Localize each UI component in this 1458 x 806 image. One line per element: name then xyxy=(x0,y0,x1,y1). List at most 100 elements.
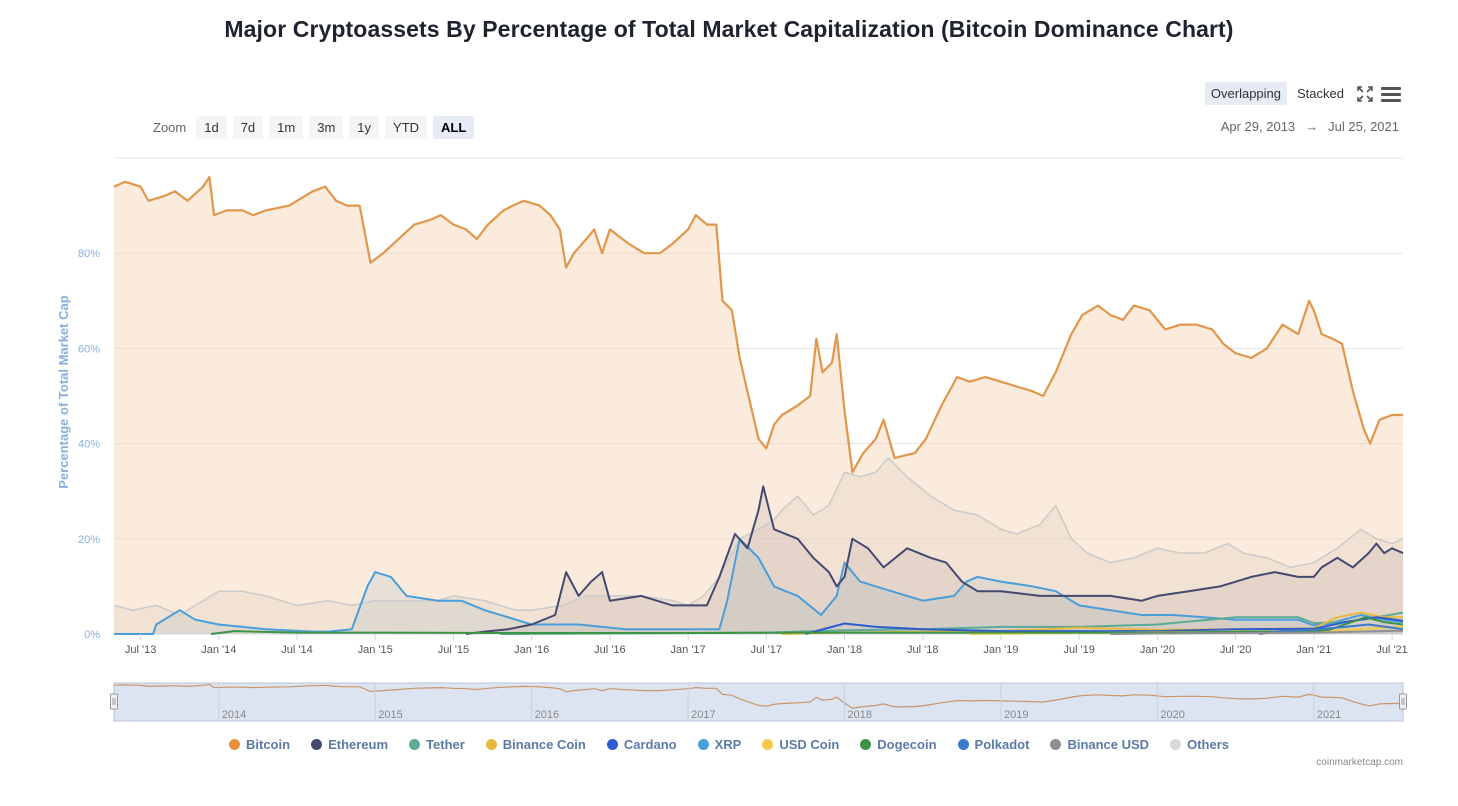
legend-binance-usd[interactable]: Binance USD xyxy=(1050,737,1149,752)
zoom-1m-button[interactable]: 1m xyxy=(269,116,304,139)
legend-dot xyxy=(957,739,969,750)
overlapping-button[interactable]: Overlapping xyxy=(1204,82,1288,105)
stacked-button[interactable]: Stacked xyxy=(1297,86,1344,101)
legend-polkadot[interactable]: Polkadot xyxy=(957,737,1030,752)
legend-label: Others xyxy=(1187,737,1229,752)
navigator-bitcoin-line xyxy=(113,683,1403,709)
navigator: 2014 2015 2016 2017 2018 2019 2020 2021 xyxy=(110,682,1407,722)
range-from[interactable]: Apr 29, 2013 xyxy=(1220,119,1296,134)
x-tick-label: Jan '16 xyxy=(514,644,549,656)
x-tick-label: Jul '13 xyxy=(125,644,156,656)
zoom-all-button[interactable]: ALL xyxy=(433,116,475,139)
y-tick-label: 40% xyxy=(78,439,100,451)
series-areas xyxy=(114,177,1403,634)
zoom-3m-button[interactable]: 3m xyxy=(309,116,344,139)
legend-label: Ethereum xyxy=(328,737,389,752)
legend-dot xyxy=(1170,739,1182,750)
legend-dot xyxy=(697,739,709,750)
legend-dot xyxy=(762,739,774,750)
grid-lines xyxy=(114,157,1403,635)
x-tick-label: Jan '18 xyxy=(827,644,862,656)
y-axis-title: Percentage of Total Market Cap xyxy=(56,295,71,488)
legend-label: XRP xyxy=(714,737,742,752)
x-tick-label: Jan '20 xyxy=(1140,644,1175,656)
x-tick-label: Jul '20 xyxy=(1220,644,1251,656)
x-tick-label: Jan '17 xyxy=(671,644,706,656)
x-tick-label: Jul '19 xyxy=(1063,644,1094,656)
line-polkadot xyxy=(1258,623,1404,635)
x-tick-label: Jul '14 xyxy=(281,644,312,656)
legend-binance-coin[interactable]: Binance Coin xyxy=(485,737,586,752)
zoom-label: Zoom xyxy=(153,120,187,135)
navigator-year-label: 2021 xyxy=(1317,709,1341,721)
legend: Bitcoin Ethereum Tether Binance Coin Car… xyxy=(0,737,1458,752)
legend-label: Binance USD xyxy=(1067,737,1150,752)
area-bitcoin xyxy=(114,177,1403,634)
legend-dot xyxy=(1050,739,1062,750)
legend-dot xyxy=(311,739,323,750)
x-tick-label: Jan '21 xyxy=(1296,644,1331,656)
navigator-left-handle[interactable] xyxy=(110,693,118,710)
legend-dot xyxy=(606,739,618,750)
line-ethereum xyxy=(465,485,1404,635)
legend-label: Cardano xyxy=(623,737,677,752)
line-dogecoin xyxy=(210,616,1404,635)
view-mode-controls: Overlapping Stacked xyxy=(1204,82,1402,105)
legend-bitcoin[interactable]: Bitcoin xyxy=(229,737,290,752)
chart-title: Major Cryptoassets By Percentage of Tota… xyxy=(224,16,1234,42)
zoom-ytd-button[interactable]: YTD xyxy=(385,116,428,139)
x-axis: Jul '13 Jan '14 Jul '14 Jan '15 Jul '15 Jan '… xyxy=(125,634,1408,656)
menu-icon[interactable] xyxy=(1380,83,1402,105)
navigator-year-label: 2019 xyxy=(1004,709,1028,721)
legend-usd-coin[interactable]: USD Coin xyxy=(762,737,839,752)
navigator-year-label: 2016 xyxy=(535,709,559,721)
zoom-1d-button[interactable]: 1d xyxy=(196,116,227,139)
x-tick-label: Jul '16 xyxy=(594,644,625,656)
legend-others[interactable]: Others xyxy=(1170,737,1229,752)
navigator-year-label: 2018 xyxy=(848,709,872,721)
navigator-range xyxy=(113,682,1404,722)
area-xrp xyxy=(114,538,1403,634)
x-tick-label: Jul '21 xyxy=(1376,644,1407,656)
navigator-year-label: 2014 xyxy=(222,709,246,721)
legend-xrp[interactable]: XRP xyxy=(697,737,742,752)
series-lines xyxy=(113,175,1404,635)
zoom-controls: Zoom 1d 7d 1m 3m 1y YTD ALL xyxy=(153,116,475,139)
x-tick-label: Jul '15 xyxy=(438,644,469,656)
zoom-7d-button[interactable]: 7d xyxy=(232,116,264,139)
legend-label: Polkadot xyxy=(974,737,1030,752)
navigator-year-label: 2017 xyxy=(691,709,715,721)
legend-cardano[interactable]: Cardano xyxy=(606,737,677,752)
y-axis: 0% 20% 40% 60% 80% xyxy=(78,248,100,641)
x-tick-label: Jan '15 xyxy=(358,644,393,656)
y-tick-label: 20% xyxy=(78,534,100,546)
date-range: Apr 29, 2013 → Jul 25, 2021 xyxy=(1221,119,1399,134)
range-arrow: → xyxy=(1305,119,1319,134)
line-binance-usd xyxy=(1110,629,1404,635)
range-to[interactable]: Jul 25, 2021 xyxy=(1328,119,1399,134)
legend-dot xyxy=(485,739,497,750)
legend-tether[interactable]: Tether xyxy=(409,737,465,752)
x-tick-label: Jan '14 xyxy=(201,644,236,656)
navigator-year-label: 2015 xyxy=(378,709,402,721)
area-others xyxy=(114,457,1403,634)
legend-dot xyxy=(229,739,240,750)
credit-link[interactable]: coinmarketcap.com xyxy=(1316,757,1403,768)
fullscreen-icon[interactable] xyxy=(1354,83,1376,105)
legend-label: Binance Coin xyxy=(502,737,586,752)
area-ethereum xyxy=(466,486,1403,634)
line-others xyxy=(113,457,1404,616)
x-tick-label: Jul '17 xyxy=(751,644,782,656)
navigator-year-label: 2020 xyxy=(1160,709,1184,721)
navigator-right-handle[interactable] xyxy=(1399,693,1407,710)
dominance-chart[interactable]: 0% 20% 40% 60% 80% Jul '13 Jan '14 Jul '14 Jan … xyxy=(0,0,1458,730)
legend-label: Dogecoin xyxy=(877,737,937,752)
legend-dot xyxy=(860,739,872,750)
y-tick-label: 60% xyxy=(78,343,100,355)
legend-dogecoin[interactable]: Dogecoin xyxy=(860,737,937,752)
zoom-1y-button[interactable]: 1y xyxy=(349,116,380,139)
legend-dot xyxy=(409,739,421,750)
line-xrp xyxy=(114,537,1404,635)
legend-ethereum[interactable]: Ethereum xyxy=(311,737,388,752)
line-bitcoin xyxy=(113,175,1403,474)
